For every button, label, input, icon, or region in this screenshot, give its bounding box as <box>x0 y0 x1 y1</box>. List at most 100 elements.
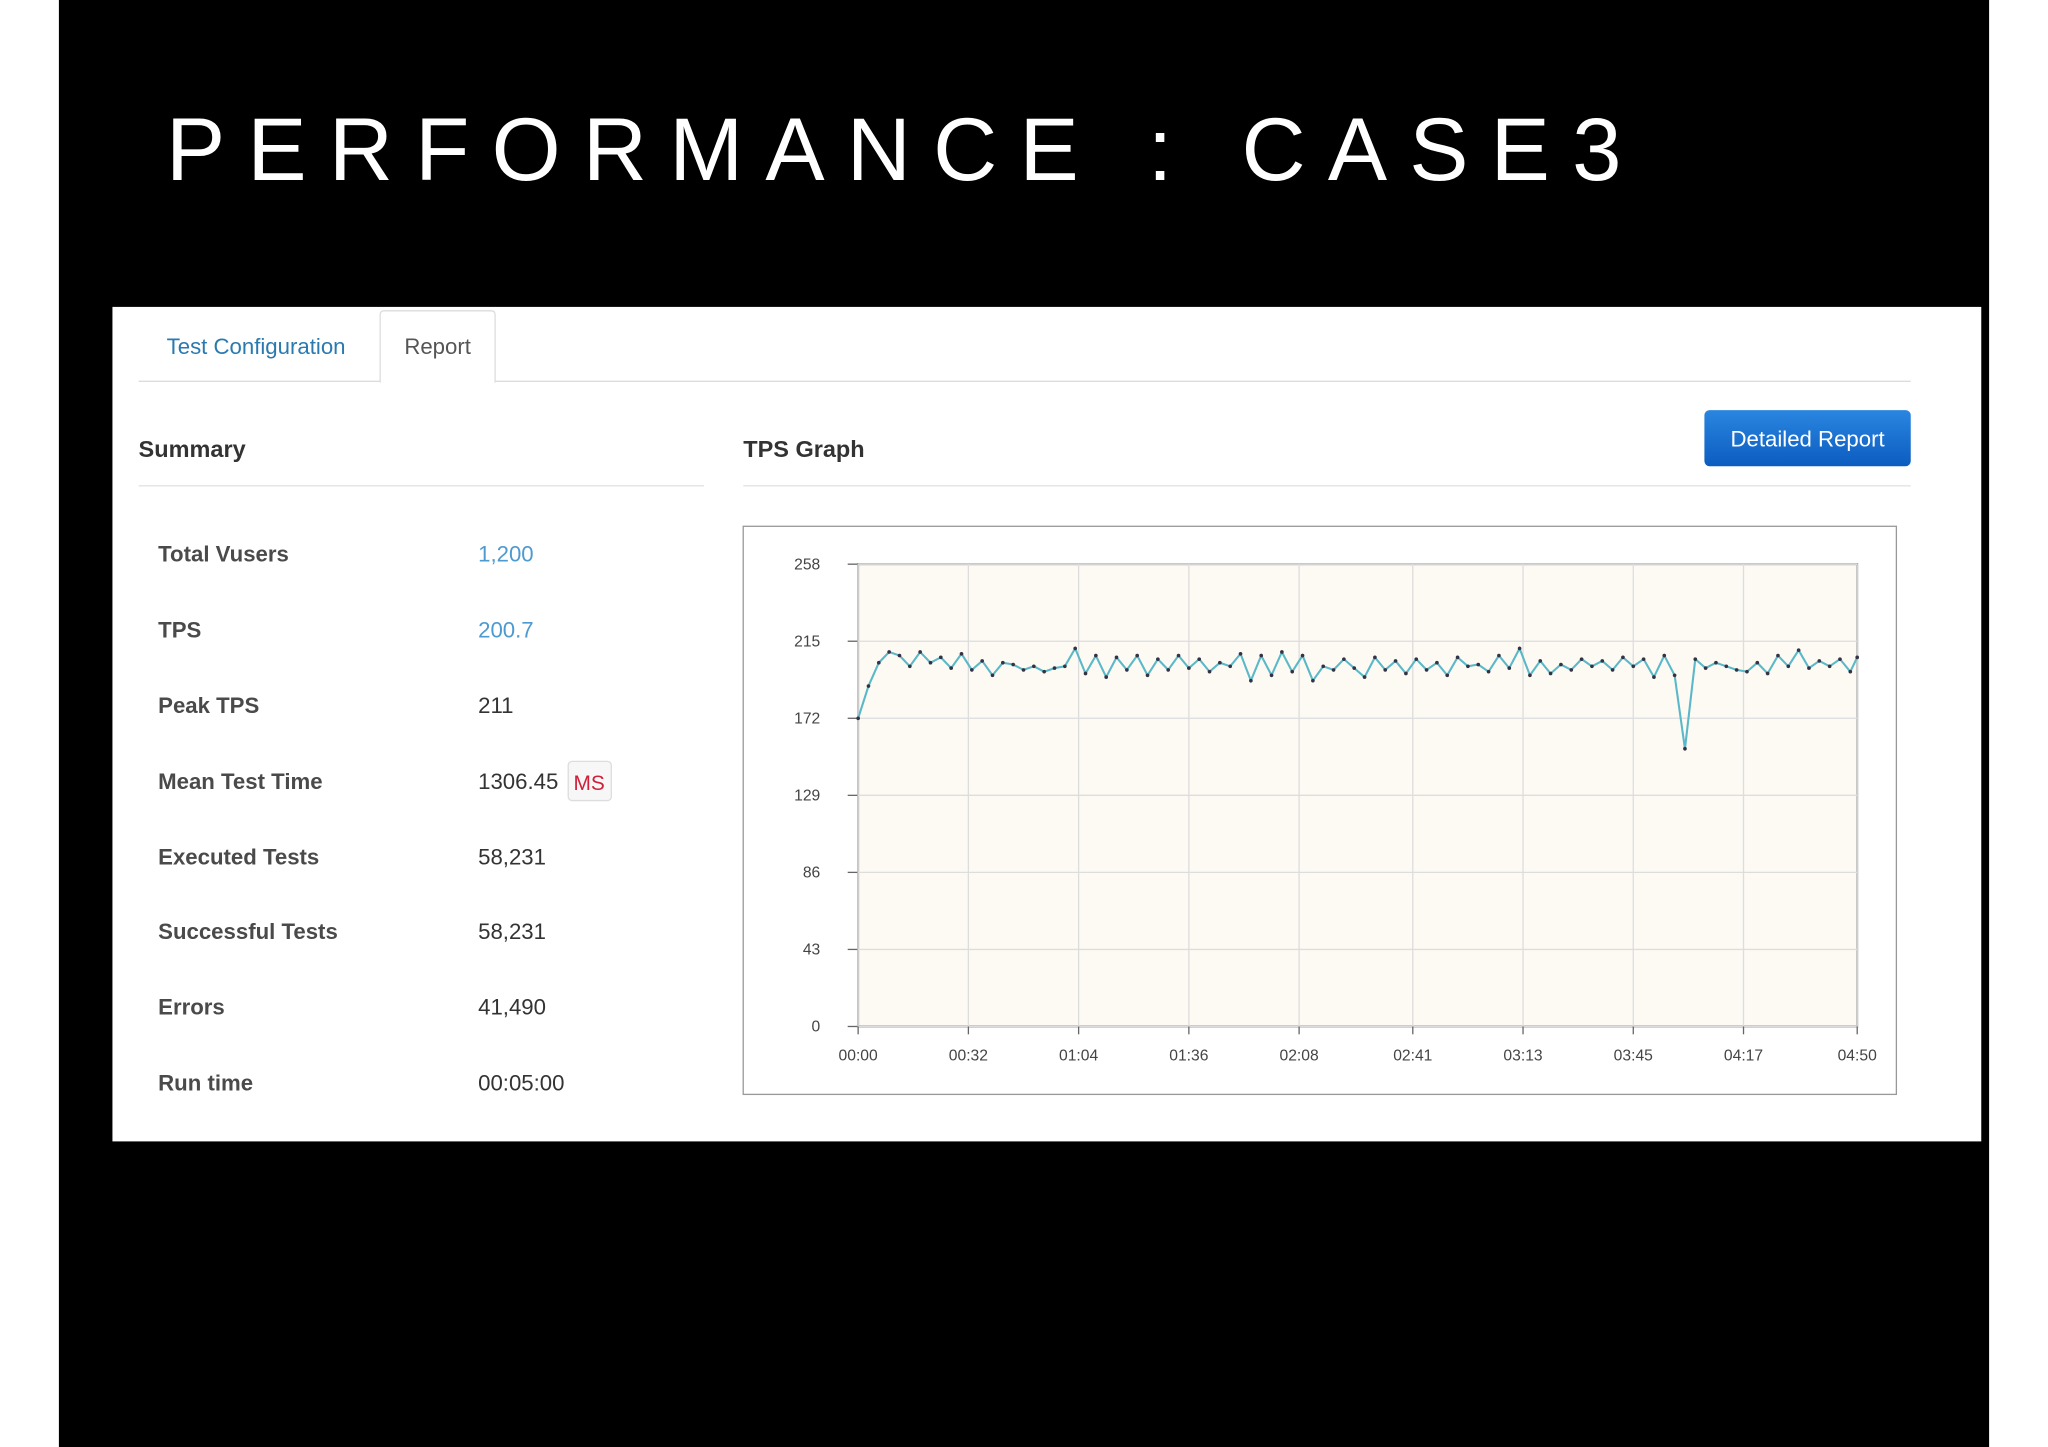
row-value: 200.7 <box>478 617 534 642</box>
x-tick-label: 04:17 <box>1724 1047 1763 1064</box>
data-point <box>1703 666 1708 670</box>
data-point <box>1641 657 1646 661</box>
x-tick-label: 03:13 <box>1503 1047 1542 1064</box>
data-point <box>1094 653 1098 658</box>
data-point <box>1166 668 1171 672</box>
row-label: TPS <box>158 617 201 642</box>
data-point <box>1693 657 1698 661</box>
data-point <box>949 666 953 670</box>
active-tab[interactable] <box>379 310 496 383</box>
data-point <box>1683 746 1687 751</box>
y-tick-label: 43 <box>803 942 821 959</box>
row-label: Peak TPS <box>158 693 259 718</box>
data-point <box>1187 666 1191 670</box>
data-point <box>1052 666 1057 670</box>
y-tick-label: 0 <box>812 1019 821 1036</box>
x-tick-label: 02:41 <box>1393 1047 1432 1064</box>
tab[interactable]: Test Configuration <box>167 334 346 359</box>
data-point <box>1796 648 1801 653</box>
data-point <box>866 684 871 688</box>
data-point <box>1331 668 1336 672</box>
data-point <box>897 653 902 658</box>
data-point <box>1631 664 1636 669</box>
data-point <box>1755 660 1760 665</box>
data-point <box>1228 664 1233 669</box>
data-point <box>1290 669 1295 674</box>
row-value: 00:05:00 <box>478 1070 564 1095</box>
x-tick-label: 01:36 <box>1169 1047 1208 1064</box>
data-point <box>1776 653 1780 658</box>
data-point <box>1104 675 1109 679</box>
y-tick-label: 129 <box>794 788 820 805</box>
data-point <box>1424 668 1429 672</box>
data-point <box>1466 664 1470 669</box>
data-point <box>1548 671 1553 676</box>
data-point <box>1724 664 1729 669</box>
data-point <box>1848 669 1853 674</box>
data-point <box>1393 659 1398 663</box>
data-point <box>918 650 922 654</box>
unit-badge <box>567 760 612 802</box>
tab-label: Report <box>404 334 471 359</box>
detailed-report-button[interactable] <box>1704 410 1911 467</box>
data-point <box>1125 668 1129 672</box>
data-point <box>1497 653 1501 658</box>
data-point <box>1383 668 1388 672</box>
data-point <box>1807 666 1811 670</box>
data-point <box>1001 660 1005 665</box>
summary-table: Total Vusers 1,200 TPS 200.7 Peak TPS 21… <box>158 542 612 1095</box>
data-point <box>980 659 984 663</box>
data-point <box>1765 671 1770 676</box>
data-point <box>970 668 974 672</box>
data-point <box>1404 671 1408 676</box>
data-point <box>1579 657 1584 661</box>
x-tick-label: 00:32 <box>949 1047 988 1064</box>
x-tick-label: 04:50 <box>1838 1047 1877 1064</box>
data-point <box>1590 664 1594 669</box>
data-point <box>1817 659 1822 663</box>
data-point <box>1714 660 1718 665</box>
data-point <box>1476 662 1481 667</box>
row-label: Executed Tests <box>158 845 319 870</box>
section-title: TPS Graph <box>743 436 864 462</box>
x-tick-label: 03:45 <box>1614 1047 1653 1064</box>
data-point <box>1114 655 1119 660</box>
data-point <box>1249 678 1253 683</box>
button-label: Detailed Report <box>1730 427 1884 452</box>
data-point <box>990 673 995 678</box>
data-point <box>1197 657 1202 661</box>
data-point <box>1362 675 1367 679</box>
y-tick-label: 172 <box>794 711 820 728</box>
data-point <box>1011 662 1015 667</box>
data-point <box>907 664 912 669</box>
data-point <box>1280 650 1284 654</box>
row-value: 58,231 <box>478 919 546 944</box>
row-value: 1,200 <box>478 542 534 567</box>
data-point <box>1063 664 1067 669</box>
y-tick-label: 258 <box>794 556 820 573</box>
data-point <box>1300 653 1305 658</box>
data-point <box>1445 673 1450 678</box>
x-tick-label: 00:00 <box>839 1047 878 1064</box>
data-point <box>1135 653 1140 658</box>
data-point <box>1855 655 1860 660</box>
data-point <box>1507 666 1512 670</box>
data-point <box>876 660 881 665</box>
data-point <box>1734 668 1739 672</box>
y-tick-label: 215 <box>794 633 820 650</box>
data-point <box>1321 664 1326 669</box>
data-point <box>1528 673 1532 678</box>
data-point <box>1352 666 1357 670</box>
y-tick-label: 86 <box>803 865 821 882</box>
data-point <box>1455 655 1460 660</box>
data-point <box>1311 678 1315 683</box>
data-point <box>1662 653 1667 658</box>
data-point <box>1259 653 1264 658</box>
data-point <box>1610 668 1615 672</box>
data-point <box>1156 657 1160 661</box>
data-point <box>1486 669 1491 674</box>
data-point <box>1176 653 1181 658</box>
data-point <box>1032 664 1036 669</box>
row-label: Errors <box>158 995 225 1020</box>
data-point <box>1073 646 1078 651</box>
